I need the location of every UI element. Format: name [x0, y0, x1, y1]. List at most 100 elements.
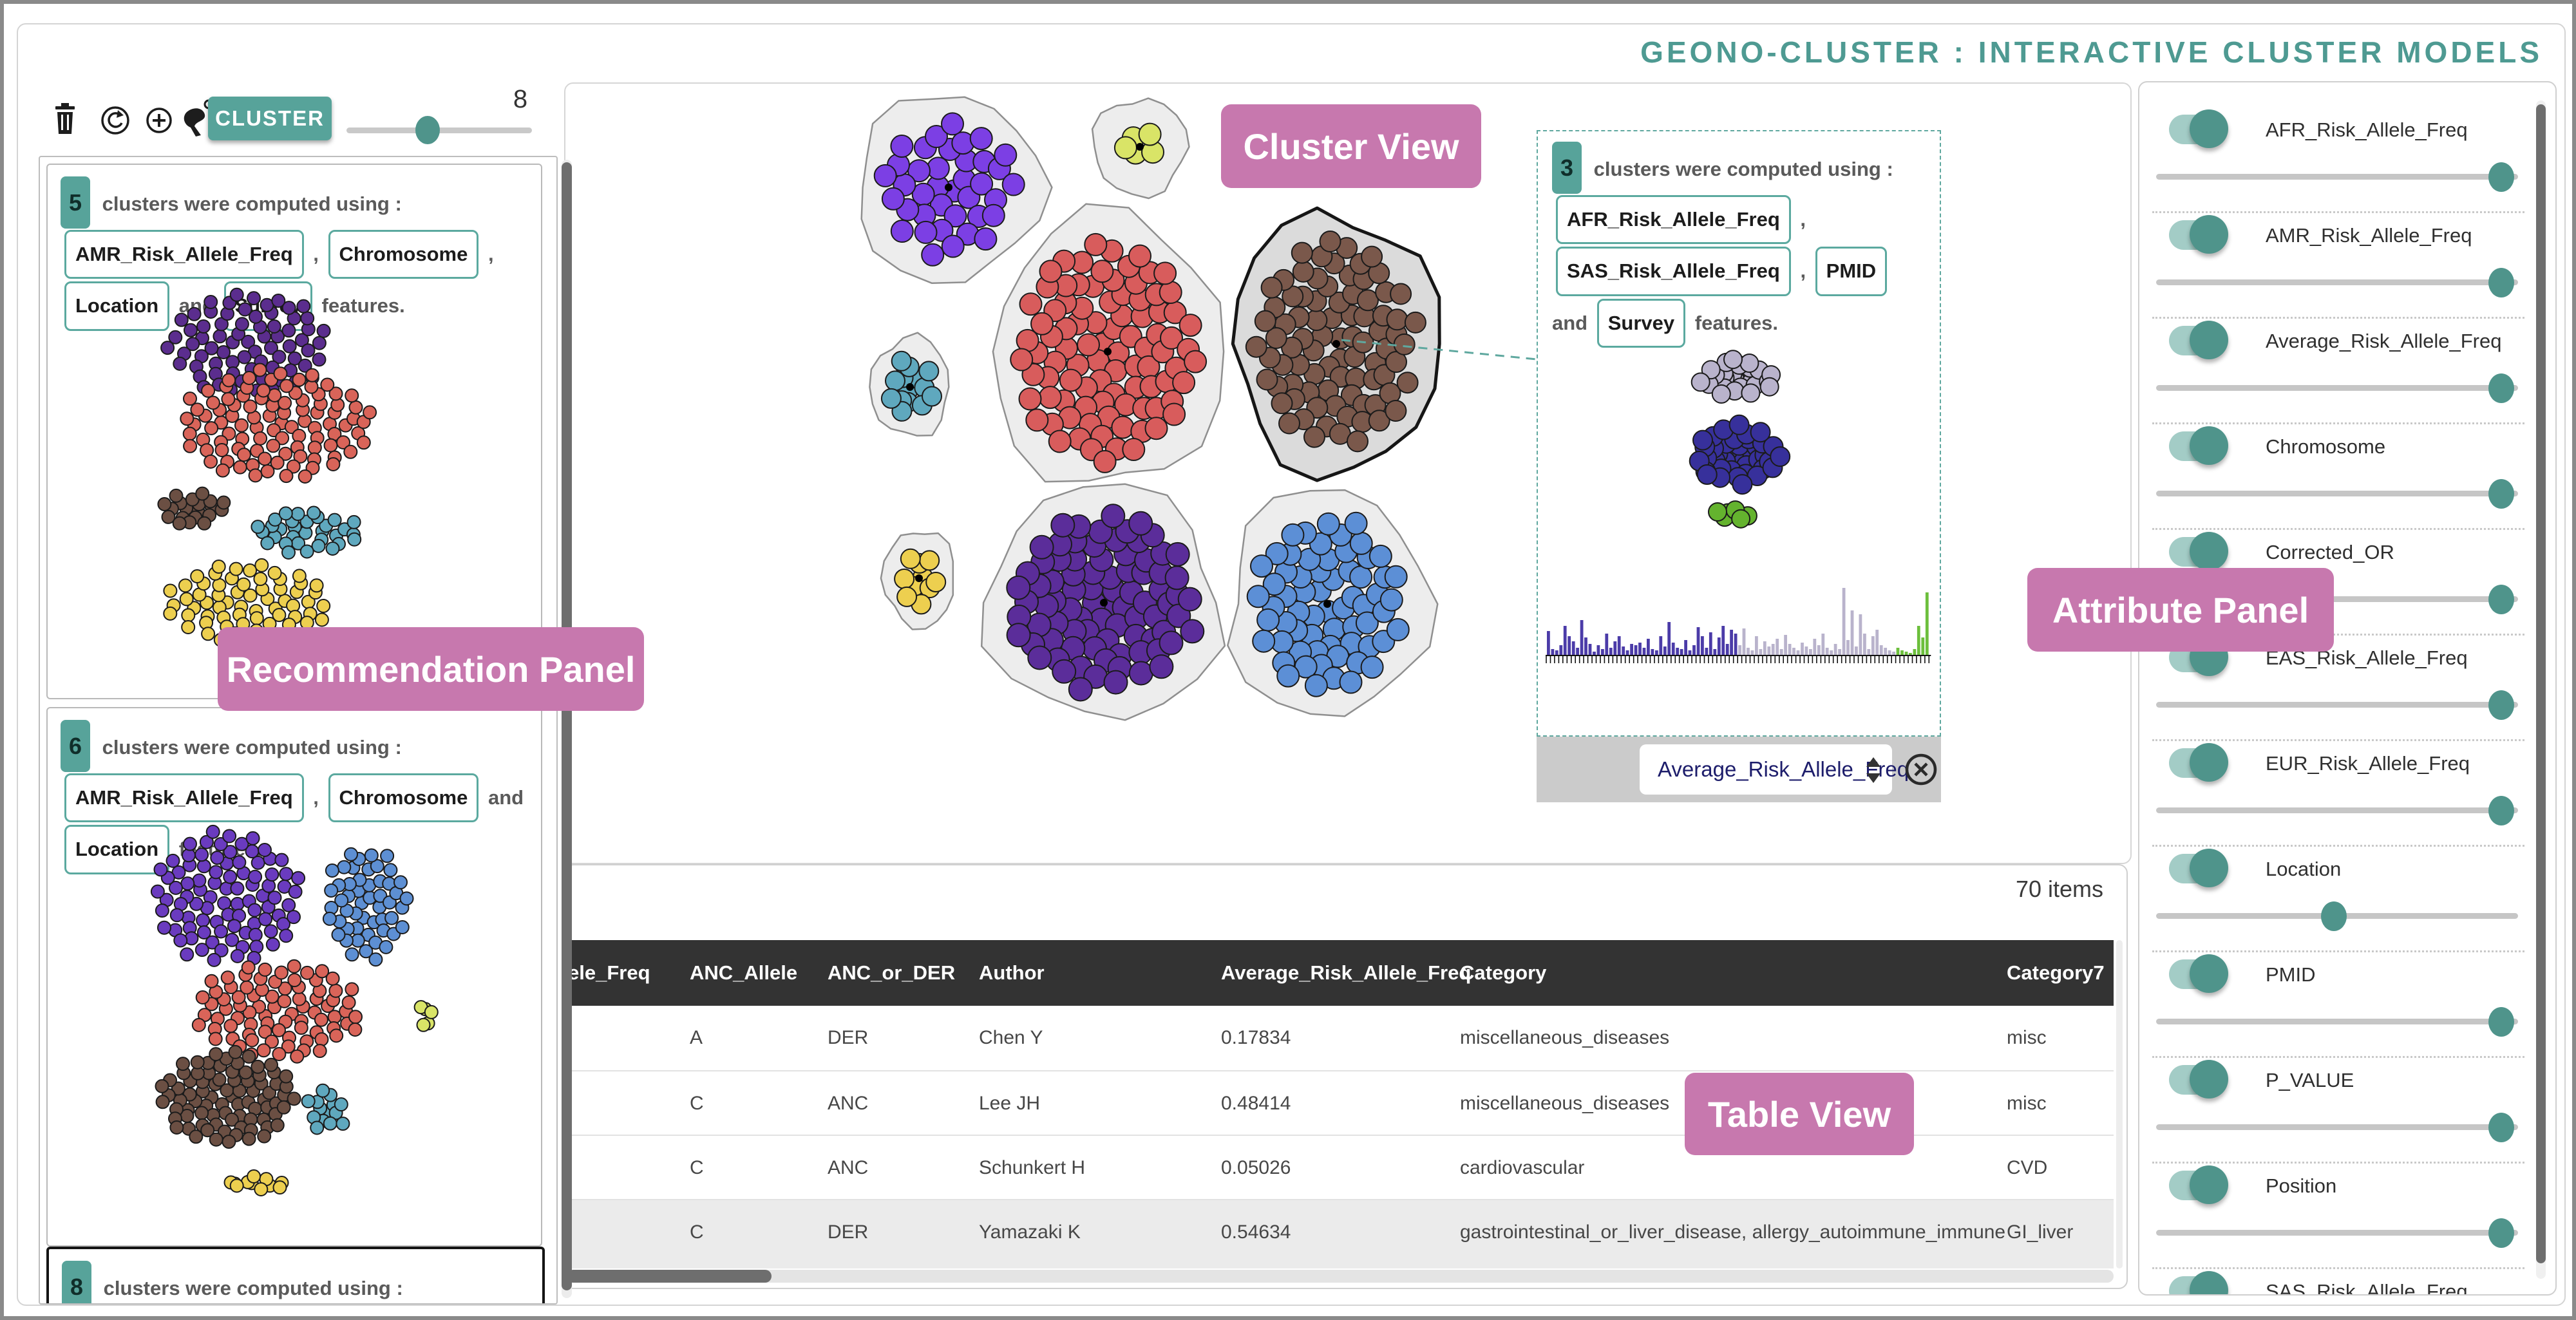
cluster-count-slider-handle[interactable] — [415, 116, 440, 144]
cluster-dot[interactable] — [1278, 412, 1300, 435]
cluster-dot[interactable] — [214, 943, 229, 957]
cluster-dot[interactable] — [1770, 446, 1791, 467]
attribute-toggle[interactable] — [2169, 215, 2228, 254]
cluster-dot[interactable] — [1159, 281, 1182, 304]
recommendation-card-6[interactable]: 6 clusters were computed using : AMR_Ris… — [46, 707, 542, 1247]
cluster-dot[interactable] — [1128, 661, 1153, 686]
cluster-dot[interactable] — [223, 1019, 238, 1033]
cluster-dot[interactable] — [343, 444, 358, 459]
cluster-dot[interactable] — [251, 855, 265, 870]
cluster-dot[interactable] — [925, 572, 947, 592]
cluster-dot[interactable] — [1386, 618, 1410, 641]
cluster-dot[interactable] — [180, 411, 194, 426]
cluster-dot[interactable] — [192, 873, 207, 888]
cluster-dot[interactable] — [253, 431, 268, 446]
cluster-dot[interactable] — [209, 1132, 223, 1147]
cluster-dot[interactable] — [274, 853, 289, 867]
cluster-dot[interactable] — [356, 435, 371, 450]
attribute-slider-handle[interactable] — [2488, 373, 2514, 403]
cluster-dot[interactable] — [322, 911, 337, 926]
cluster-dot[interactable] — [185, 337, 200, 352]
cluster-dot[interactable] — [213, 837, 228, 851]
cluster-dot[interactable] — [292, 992, 307, 1006]
cluster-dot[interactable] — [209, 1047, 223, 1062]
cluster-dot[interactable] — [264, 341, 278, 355]
toggle-knob[interactable] — [2190, 849, 2228, 887]
toggle-knob[interactable] — [2190, 1165, 2228, 1204]
cluster-dot[interactable] — [290, 1049, 305, 1064]
cluster-dot[interactable] — [393, 875, 408, 890]
cluster-dot[interactable] — [873, 164, 897, 187]
cluster-dot[interactable] — [1265, 327, 1287, 349]
cluster-dot[interactable] — [1103, 670, 1128, 695]
cluster-dot[interactable] — [237, 350, 252, 364]
cluster-dot[interactable] — [183, 836, 197, 851]
cluster-dot[interactable] — [336, 1117, 350, 1131]
cluster-dot[interactable] — [1172, 371, 1196, 395]
cluster-dot[interactable] — [294, 1021, 308, 1035]
cluster-dot[interactable] — [1162, 402, 1186, 426]
cluster-dot[interactable] — [919, 550, 940, 571]
cluster-dot[interactable] — [307, 440, 322, 455]
cluster-dot[interactable] — [880, 388, 902, 409]
cluster-dot[interactable] — [287, 1091, 301, 1106]
cluster-dot[interactable] — [1271, 392, 1293, 415]
attribute-slider-handle[interactable] — [2488, 690, 2514, 720]
cluster-dot[interactable] — [272, 1047, 287, 1061]
cluster-dot[interactable] — [1184, 350, 1208, 373]
cluster-dot[interactable] — [347, 532, 362, 547]
cluster-dot[interactable] — [1245, 335, 1267, 358]
cluster-dot[interactable] — [212, 1072, 227, 1087]
cluster-dot[interactable] — [363, 405, 377, 420]
cluster-dot[interactable] — [1010, 348, 1034, 372]
cluster-dot[interactable] — [281, 301, 296, 316]
cluster-dot[interactable] — [180, 876, 195, 891]
cluster-dot[interactable] — [328, 386, 343, 401]
cluster-dot[interactable] — [229, 1178, 244, 1193]
cluster-dot[interactable] — [1052, 659, 1077, 684]
cluster-dot[interactable] — [249, 611, 264, 626]
cluster-dot[interactable] — [1256, 368, 1278, 391]
cluster-dot[interactable] — [238, 302, 252, 317]
feature-chip[interactable]: SAS_Risk_Allele_Freq — [1556, 247, 1791, 296]
cluster-dot[interactable] — [238, 1065, 253, 1080]
cluster-dot[interactable] — [196, 859, 211, 874]
cluster-dot[interactable] — [1128, 244, 1151, 268]
cluster-dot[interactable] — [288, 884, 303, 899]
cluster-dot[interactable] — [208, 1032, 223, 1046]
cluster-dot[interactable] — [1357, 289, 1379, 312]
cluster-dot[interactable] — [211, 560, 226, 574]
cluster-dot[interactable] — [1018, 387, 1042, 411]
cluster-dot[interactable] — [1282, 285, 1304, 308]
cluster-button[interactable]: CLUSTER — [208, 97, 332, 140]
cluster-dot[interactable] — [925, 125, 948, 148]
cluster-dot[interactable] — [1138, 122, 1162, 146]
column-header[interactable]: Average_Risk_Allele_Freq — [1221, 961, 1472, 984]
trash-icon[interactable] — [53, 103, 77, 135]
cluster-dot[interactable] — [1708, 502, 1727, 522]
attribute-toggle[interactable] — [2169, 109, 2228, 148]
attribute-slider-handle[interactable] — [2321, 901, 2347, 931]
cluster-dot[interactable] — [1059, 368, 1083, 392]
cluster-dot[interactable] — [301, 343, 316, 358]
cluster-dot[interactable] — [222, 373, 236, 388]
attribute-toggle[interactable] — [2169, 321, 2228, 359]
cluster-dot[interactable] — [234, 836, 249, 851]
cluster-dot[interactable] — [155, 1079, 169, 1093]
cluster-dot[interactable] — [314, 1012, 328, 1027]
cluster-dot[interactable] — [1368, 544, 1392, 568]
cluster-dot[interactable] — [301, 1094, 316, 1109]
cluster-dot[interactable] — [1260, 276, 1283, 299]
cluster-dot[interactable] — [1029, 534, 1054, 560]
cluster-dot[interactable] — [254, 558, 269, 572]
cluster-dot[interactable] — [383, 863, 398, 878]
cluster-dot[interactable] — [364, 848, 379, 863]
cluster-dot[interactable] — [1696, 464, 1718, 485]
cluster-dot[interactable] — [379, 939, 393, 954]
cluster-dot[interactable] — [187, 306, 202, 321]
cluster-dot[interactable] — [345, 947, 359, 962]
cluster-dot[interactable] — [1246, 585, 1270, 608]
cluster-dot[interactable] — [282, 339, 297, 354]
attribute-toggle[interactable] — [2169, 1165, 2228, 1204]
cluster-dot[interactable] — [215, 463, 230, 478]
